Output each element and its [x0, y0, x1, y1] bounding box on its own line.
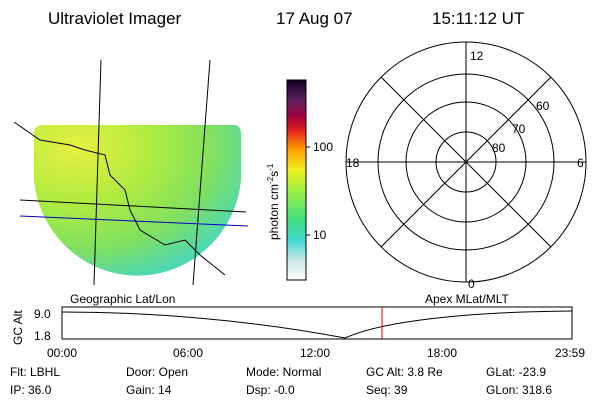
polar-grid: [345, 41, 587, 283]
mlt-label: 18: [346, 156, 360, 170]
colorbar: [286, 79, 307, 281]
altitude-ylabel: GC Alt: [11, 310, 25, 345]
colorbar-label-text: photon cm: [267, 184, 281, 240]
colorbar-tick-label: 100: [313, 140, 333, 154]
info-field: Gain: 14: [126, 383, 172, 397]
mlt-label: 12: [470, 49, 484, 63]
colorbar-exp: -2: [266, 176, 275, 184]
colorbar-label: photon cm-2s-1: [266, 163, 281, 240]
altitude-ytick: 1.8: [34, 329, 51, 343]
colorbar-unit: s: [267, 171, 281, 177]
lat-label: 60: [536, 99, 550, 113]
mlt-label: 0: [468, 277, 475, 291]
altitude-xtick: 23:59: [555, 346, 585, 360]
info-field: Seq: 39: [366, 383, 408, 397]
time: 15:11:12 UT: [432, 9, 524, 28]
altitude-panel: [61, 306, 573, 340]
lat-label: 80: [492, 141, 506, 155]
info-field: Dsp: -0.0: [246, 383, 295, 397]
altitude-ytick: 9.0: [34, 307, 51, 321]
altitude-xtick: 06:00: [173, 346, 203, 360]
info-block: Flt: LBHL Door: Open Mode: Normal GC Alt: 3…: [10, 365, 552, 397]
date: 17 Aug 07: [276, 9, 353, 28]
mlt-label: 6: [577, 156, 584, 170]
colorbar-exp: -1: [266, 163, 275, 171]
altitude-xtick: 18:00: [427, 346, 457, 360]
uv-image: [34, 125, 241, 276]
info-field: GLon: 318.6: [486, 383, 552, 397]
lat-label: 70: [512, 122, 526, 136]
altitude-xtick: 12:00: [300, 346, 330, 360]
info-field: GLat: -23.9: [486, 365, 546, 379]
geo-grid: [13, 59, 249, 286]
altitude-curve: [61, 310, 573, 339]
info-field: Door: Open: [126, 365, 188, 379]
image-caption: Geographic Lat/Lon: [70, 292, 175, 306]
info-field: Flt: LBHL: [10, 365, 60, 379]
polar-caption: Apex MLat/MLT: [425, 292, 509, 306]
altitude-xtick: 00:00: [47, 346, 77, 360]
colorbar-tick-label: 10: [313, 228, 327, 242]
info-field: IP: 36.0: [10, 383, 52, 397]
info-field: Mode: Normal: [246, 365, 321, 379]
title: Ultraviolet Imager: [48, 9, 182, 28]
info-field: GC Alt: 3.8 Re: [366, 365, 443, 379]
